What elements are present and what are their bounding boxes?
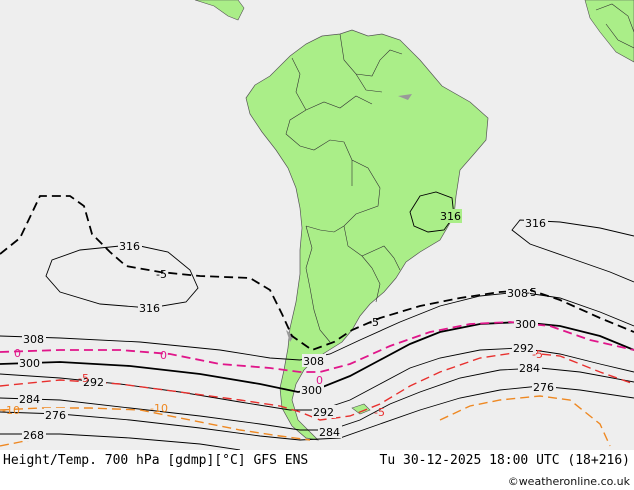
temp-label-0-b: 0 <box>160 349 167 362</box>
height-label-284-a: 284 <box>19 393 40 406</box>
height-label-276-a: 276 <box>45 409 66 422</box>
map-footer: Height/Temp. 700 hPa [gdmp][°C] GFS ENS … <box>0 450 634 490</box>
temp-label-group: -5 -5 -5 -5 -5 -5 0 0 0 -10 -10 <box>2 268 543 419</box>
height-label-316-b: 316 <box>119 240 140 253</box>
temp-label-neg10-a: -10 <box>2 404 20 417</box>
height-label-268-a: 268 <box>23 429 44 442</box>
height-label-308-a: 308 <box>23 333 44 346</box>
height-label-292-b: 292 <box>313 406 334 419</box>
country-borders <box>285 33 403 343</box>
height-label-284-c: 284 <box>519 362 540 375</box>
isotherm-neg5-north <box>0 195 634 352</box>
temp-label-0-a: 0 <box>14 347 21 360</box>
map-canvas: 316 316 316 316 308 308 308 300 300 300 … <box>0 0 634 450</box>
height-label-276-b: 276 <box>533 381 554 394</box>
height-label-308-c: 308 <box>507 287 528 300</box>
temp-label-neg5-a: -5 <box>156 268 167 281</box>
valid-time: Tu 30-12-2025 18:00 UTC (18+216) <box>379 453 630 468</box>
height-label-300-b: 300 <box>301 384 322 397</box>
country-border-africa <box>595 3 634 49</box>
height-label-group: 316 316 316 316 308 308 308 300 300 300 … <box>18 209 556 442</box>
height-label-292-c: 292 <box>513 342 534 355</box>
temp-label-0-c: 0 <box>316 374 323 387</box>
height-label-284-b: 284 <box>319 426 340 439</box>
height-label-300-a: 300 <box>19 357 40 370</box>
height-label-316-a: 316 <box>440 210 461 223</box>
map-title: Height/Temp. 700 hPa [gdmp][°C] GFS ENS <box>3 453 309 468</box>
temp-label-neg5-f: -5 <box>532 348 543 361</box>
contour-300 <box>0 321 634 393</box>
temp-label-neg5-b: -5 <box>368 316 379 329</box>
land-falklands <box>351 403 371 415</box>
contour-316-east <box>511 219 634 283</box>
temp-label-neg5-d: -5 <box>78 372 89 385</box>
land-south-america <box>245 29 489 441</box>
height-label-300-c: 300 <box>515 318 536 331</box>
height-label-316-d: 316 <box>525 217 546 230</box>
height-label-316-c: 316 <box>139 302 160 315</box>
height-label-292-a: 292 <box>83 376 104 389</box>
contour-292 <box>0 347 634 411</box>
land-central-america <box>194 0 245 21</box>
temp-label-neg5-e: -5 <box>374 406 385 419</box>
temp-label-neg10-b: -10 <box>150 402 168 415</box>
temp-label-neg5-c: -5 <box>526 286 537 299</box>
height-label-308-b: 308 <box>303 355 324 368</box>
land-africa-edge <box>584 0 634 63</box>
credit-link[interactable]: ©weatheronline.co.uk <box>507 475 630 488</box>
